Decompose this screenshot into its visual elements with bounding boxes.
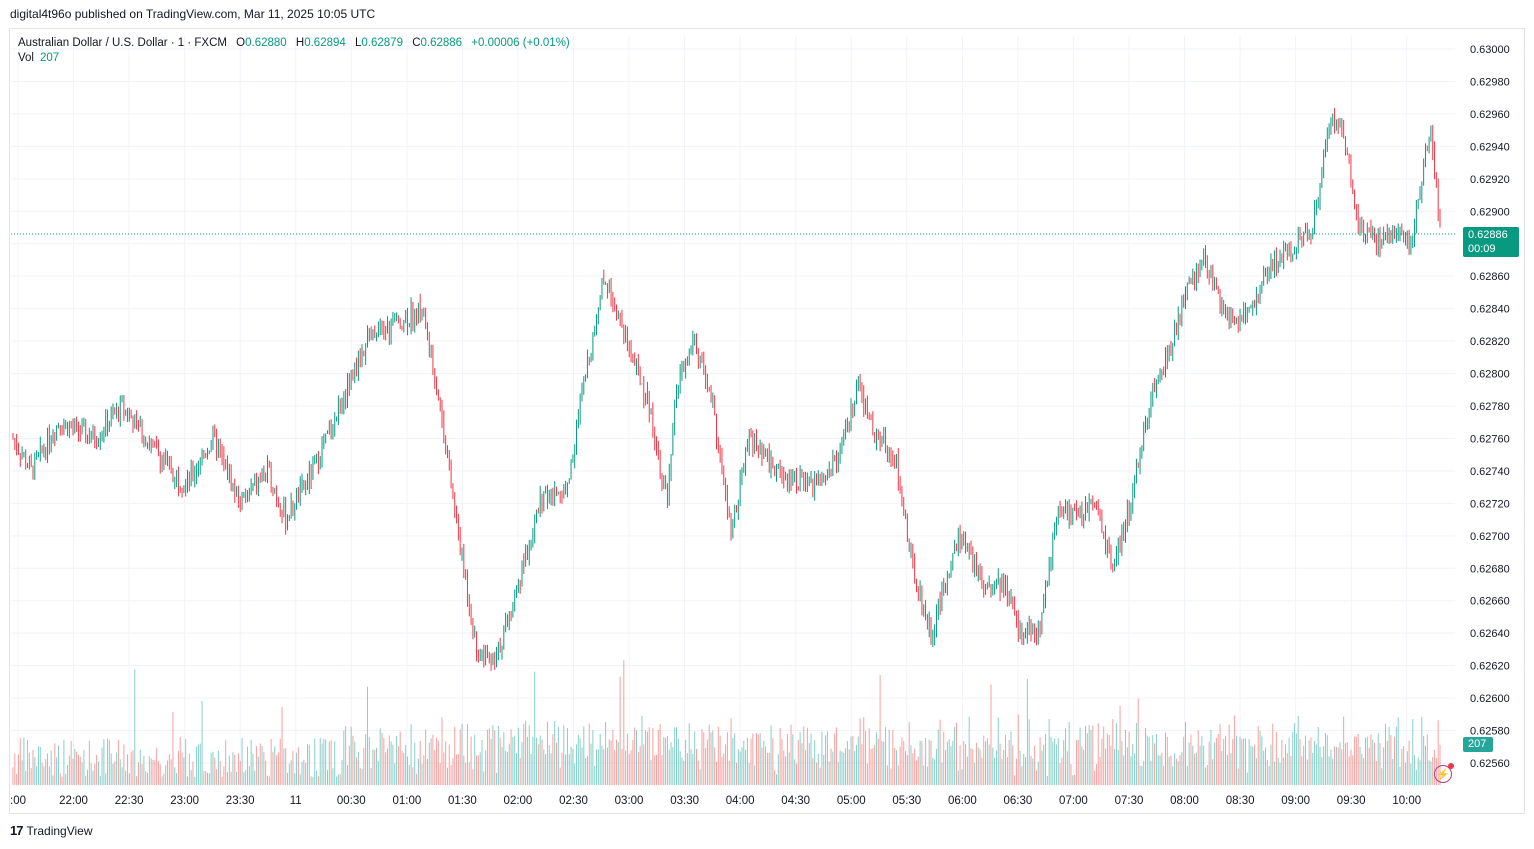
price-tick-label: 0.62840 bbox=[1470, 304, 1510, 316]
time-tick-label: :00 bbox=[10, 795, 26, 807]
close-value: 0.62886 bbox=[420, 37, 463, 49]
price-tick-label: 0.62800 bbox=[1470, 369, 1510, 381]
time-tick-label: 07:30 bbox=[1115, 795, 1144, 807]
low-label: L bbox=[355, 37, 362, 49]
time-tick-label: 03:00 bbox=[615, 795, 644, 807]
price-tick-label: 0.62960 bbox=[1470, 109, 1510, 121]
time-tick-label: 10:00 bbox=[1392, 795, 1421, 807]
low-value: 0.62879 bbox=[361, 37, 403, 49]
grid-lines bbox=[11, 36, 1455, 785]
tradingview-logo[interactable]: 17 TradingView bbox=[10, 823, 93, 838]
price-tick-label: 0.62860 bbox=[1470, 271, 1510, 283]
close-label: C bbox=[412, 37, 421, 49]
time-tick-label: 06:30 bbox=[1004, 795, 1033, 807]
price-tick-label: 0.62560 bbox=[1470, 758, 1510, 770]
price-tick-label: 0.62700 bbox=[1470, 531, 1510, 543]
time-tick-label: 05:30 bbox=[892, 795, 921, 807]
open-value: 0.62880 bbox=[245, 37, 287, 49]
lightning-icon[interactable]: ⚡ bbox=[1434, 765, 1452, 783]
price-tick-label: 0.62600 bbox=[1470, 693, 1510, 705]
time-axis: :00 22:00 22:30 23:00 23:30 11 00:30 01:00 01:30… bbox=[10, 795, 1421, 807]
time-tick-label: 11 bbox=[290, 795, 302, 807]
price-tick-label: 0.62780 bbox=[1470, 401, 1510, 413]
time-tick-label: 02:00 bbox=[504, 795, 533, 807]
price-tick-label: 0.62660 bbox=[1470, 596, 1510, 608]
time-tick-label: 07:00 bbox=[1059, 795, 1088, 807]
time-tick-label: 00:30 bbox=[337, 795, 366, 807]
price-tick-label: 0.62940 bbox=[1470, 141, 1510, 153]
last-price-value: 0.62886 bbox=[1468, 229, 1508, 241]
last-price-badge: 0.62886 00:09 bbox=[1463, 227, 1519, 257]
chart-frame[interactable] bbox=[9, 28, 1525, 814]
notification-dot-icon bbox=[1448, 763, 1454, 769]
price-tick-label: 0.62720 bbox=[1470, 498, 1510, 510]
volume-label[interactable]: Vol bbox=[18, 52, 34, 64]
time-tick-label: 23:00 bbox=[170, 795, 199, 807]
price-tick-label: 0.62680 bbox=[1470, 563, 1510, 575]
tradingview-mark-icon: 17 bbox=[10, 823, 24, 838]
price-tick-label: 0.62980 bbox=[1470, 76, 1510, 88]
time-tick-label: 09:30 bbox=[1337, 795, 1366, 807]
change-value: +0.00006 (+0.01%) bbox=[471, 37, 570, 49]
symbol-name[interactable]: Australian Dollar / U.S. Dollar · 1 · FX… bbox=[18, 37, 227, 49]
tradingview-brand: TradingView bbox=[26, 823, 93, 838]
time-tick-label: 01:30 bbox=[448, 795, 477, 807]
time-tick-label: 01:00 bbox=[392, 795, 421, 807]
volume-badge: 207 bbox=[1463, 737, 1493, 752]
open-label: O bbox=[236, 37, 246, 49]
volume-bars bbox=[12, 660, 1441, 785]
time-tick-label: 22:30 bbox=[115, 795, 144, 807]
time-tick-label: 09:00 bbox=[1281, 795, 1310, 807]
time-tick-label: 04:00 bbox=[726, 795, 755, 807]
price-tick-label: 0.63000 bbox=[1470, 44, 1510, 56]
price-tick-label: 0.62580 bbox=[1470, 726, 1510, 738]
time-tick-label: 05:00 bbox=[837, 795, 866, 807]
volume-legend: Vol 207 bbox=[18, 52, 59, 64]
price-tick-label: 0.62820 bbox=[1470, 336, 1510, 348]
price-tick-label: 0.62920 bbox=[1470, 174, 1510, 186]
price-tick-label: 0.62760 bbox=[1470, 433, 1510, 445]
time-tick-label: 22:00 bbox=[59, 795, 88, 807]
time-tick-label: 02:30 bbox=[559, 795, 588, 807]
time-tick-label: 08:30 bbox=[1226, 795, 1255, 807]
price-tick-label: 0.62640 bbox=[1470, 628, 1510, 640]
time-tick-label: 03:30 bbox=[670, 795, 699, 807]
time-tick-label: 08:00 bbox=[1170, 795, 1199, 807]
price-tick-label: 0.62900 bbox=[1470, 206, 1510, 218]
price-axis: 0.63000 0.62980 0.62960 0.62940 0.62920 0.629… bbox=[1470, 44, 1510, 770]
high-value: 0.62894 bbox=[304, 37, 346, 49]
time-tick-label: 06:00 bbox=[948, 795, 977, 807]
bar-countdown: 00:09 bbox=[1468, 243, 1496, 255]
publisher-banner: digital4t96o published on TradingView.co… bbox=[10, 7, 376, 21]
time-tick-label: 04:30 bbox=[781, 795, 810, 807]
volume-value: 207 bbox=[40, 52, 60, 64]
chart-legend: Australian Dollar / U.S. Dollar · 1 · FX… bbox=[18, 35, 570, 52]
time-tick-label: 23:30 bbox=[226, 795, 255, 807]
price-tick-label: 0.62620 bbox=[1470, 661, 1510, 673]
candles bbox=[12, 107, 1441, 671]
high-label: H bbox=[295, 37, 305, 49]
price-tick-label: 0.62740 bbox=[1470, 466, 1510, 478]
